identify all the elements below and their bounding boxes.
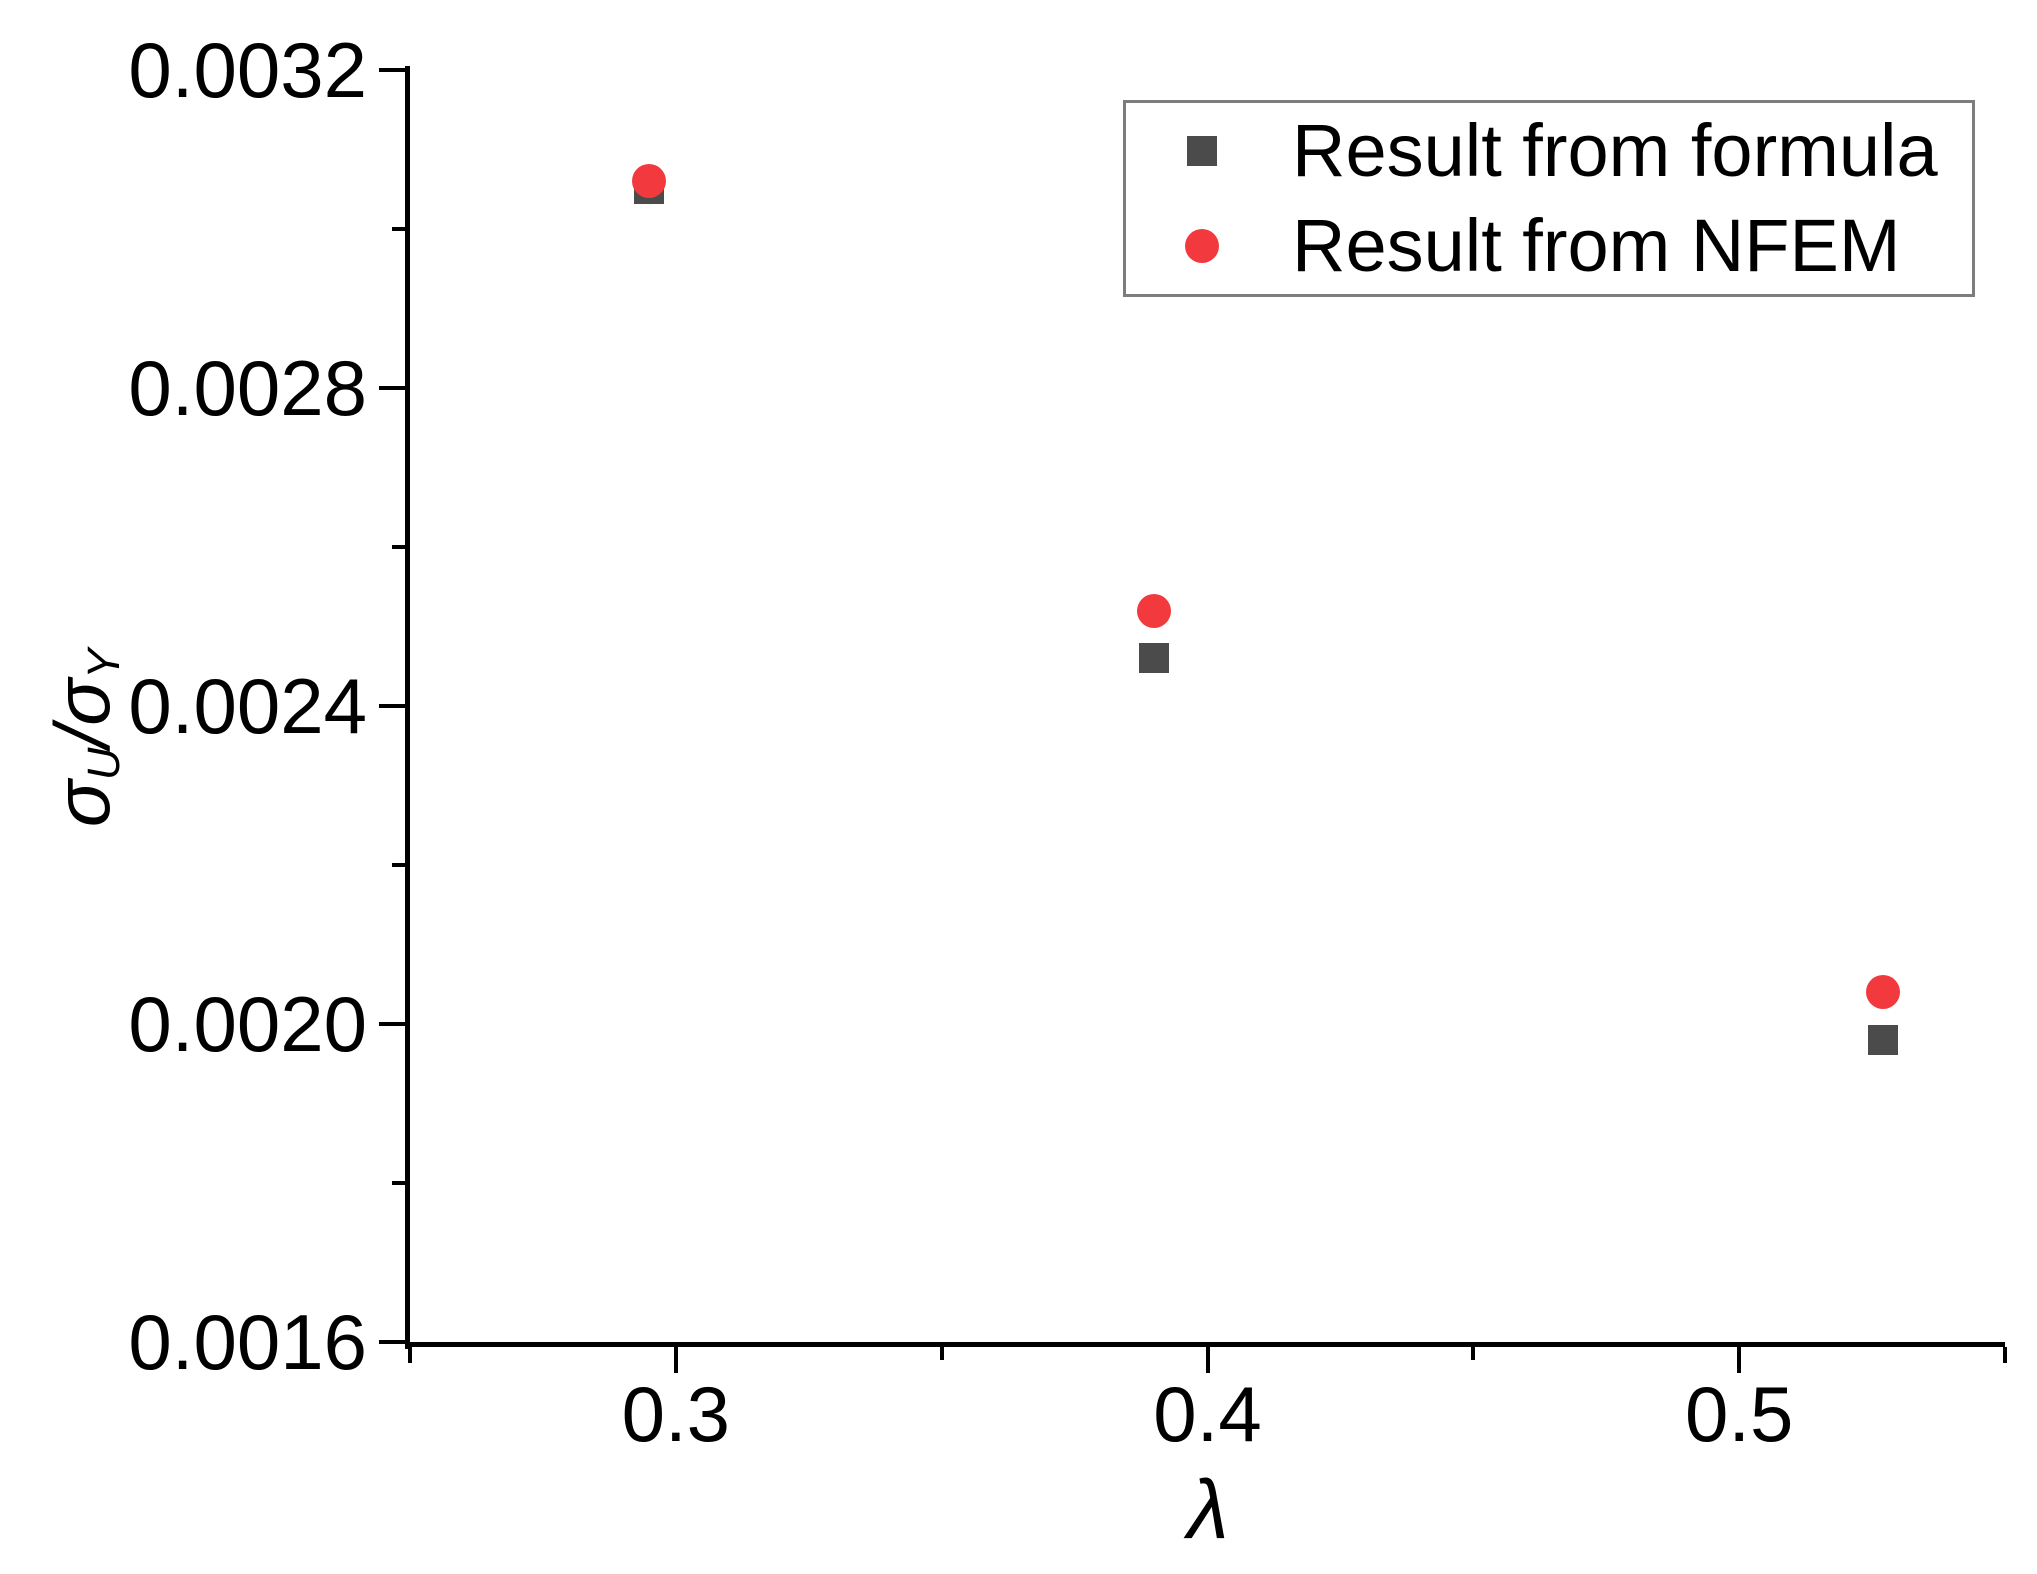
y-major-tick <box>379 1340 405 1344</box>
data-point-formula <box>1867 1024 1898 1055</box>
y-tick-label: 0.0028 <box>128 344 367 432</box>
y-minor-tick <box>392 545 405 549</box>
legend-marker-cell <box>1126 229 1278 264</box>
y-major-tick <box>379 68 405 72</box>
x-tick-label: 0.5 <box>1684 1370 1794 1458</box>
x-axis-line <box>405 1342 2005 1347</box>
y-minor-tick <box>392 863 405 867</box>
x-axis-title: λ <box>1058 1466 1358 1552</box>
legend-item-formula: Result from formula <box>1126 103 1972 199</box>
y-title-sub-u: U <box>77 747 129 781</box>
y-tick-label: 0.0024 <box>128 662 367 750</box>
x-axis-title-text: λ <box>1187 1462 1229 1556</box>
circle-marker-icon <box>1185 229 1219 264</box>
y-tick-label: 0.0020 <box>128 980 367 1068</box>
legend: Result from formula Result from NFEM <box>1123 100 1975 297</box>
x-minor-tick <box>1471 1347 1476 1360</box>
y-title-sigma-u: σ <box>38 780 126 828</box>
x-edge-tick <box>2003 1347 2007 1363</box>
y-axis-title: σU/σY <box>38 648 134 828</box>
y-minor-tick <box>392 1181 405 1185</box>
data-point-formula <box>1139 643 1170 674</box>
legend-item-nfem: Result from NFEM <box>1126 199 1972 295</box>
y-title-sigma-y: σ <box>38 678 126 726</box>
y-major-tick <box>379 1022 405 1026</box>
y-tick-label: 0.0016 <box>128 1298 367 1386</box>
legend-label-formula: Result from formula <box>1292 108 1938 192</box>
y-major-tick <box>379 704 405 708</box>
square-marker-icon <box>1187 135 1217 166</box>
y-title-sub-y: Y <box>77 648 129 679</box>
legend-marker-cell <box>1126 135 1278 166</box>
data-point-nfem <box>1865 975 1900 1010</box>
x-major-tick <box>1737 1347 1742 1373</box>
x-minor-tick <box>939 1347 944 1360</box>
data-point-nfem <box>632 164 667 199</box>
data-point-nfem <box>1137 593 1172 628</box>
y-tick-label: 0.0032 <box>128 26 367 114</box>
y-major-tick <box>379 386 405 390</box>
x-edge-tick <box>408 1347 412 1363</box>
y-title-slash: / <box>38 725 126 748</box>
y-axis-line <box>405 66 410 1349</box>
x-major-tick <box>673 1347 678 1373</box>
legend-label-nfem: Result from NFEM <box>1292 204 1901 288</box>
x-tick-label: 0.4 <box>1153 1370 1262 1458</box>
x-tick-label: 0.3 <box>621 1370 731 1458</box>
x-major-tick <box>1205 1347 1210 1373</box>
y-minor-tick <box>392 227 405 231</box>
